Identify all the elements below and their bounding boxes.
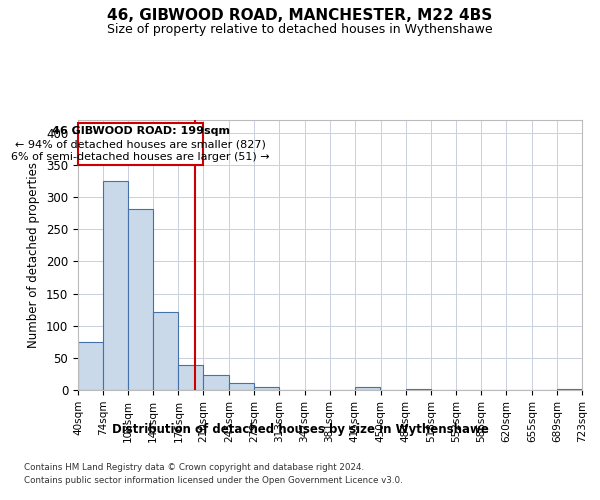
Bar — [355, 387, 380, 390]
Text: Distribution of detached houses by size in Wythenshawe: Distribution of detached houses by size … — [112, 422, 488, 436]
Text: ← 94% of detached houses are smaller (827): ← 94% of detached houses are smaller (82… — [15, 139, 266, 149]
FancyBboxPatch shape — [78, 123, 203, 165]
Bar — [557, 388, 582, 390]
Bar — [254, 388, 280, 390]
Text: Contains HM Land Registry data © Crown copyright and database right 2024.: Contains HM Land Registry data © Crown c… — [24, 462, 364, 471]
Bar — [128, 210, 153, 390]
Y-axis label: Number of detached properties: Number of detached properties — [28, 162, 40, 348]
Bar — [103, 181, 128, 390]
Bar — [229, 383, 254, 390]
Text: 46, GIBWOOD ROAD, MANCHESTER, M22 4BS: 46, GIBWOOD ROAD, MANCHESTER, M22 4BS — [107, 8, 493, 22]
Text: 46 GIBWOOD ROAD: 199sqm: 46 GIBWOOD ROAD: 199sqm — [52, 126, 230, 136]
Bar — [153, 312, 178, 390]
Bar — [178, 365, 203, 390]
Text: Contains public sector information licensed under the Open Government Licence v3: Contains public sector information licen… — [24, 476, 403, 485]
Bar — [406, 388, 431, 390]
Text: Size of property relative to detached houses in Wythenshawe: Size of property relative to detached ho… — [107, 22, 493, 36]
Bar — [78, 342, 103, 390]
Text: 6% of semi-detached houses are larger (51) →: 6% of semi-detached houses are larger (5… — [11, 152, 270, 162]
Bar — [203, 374, 229, 390]
